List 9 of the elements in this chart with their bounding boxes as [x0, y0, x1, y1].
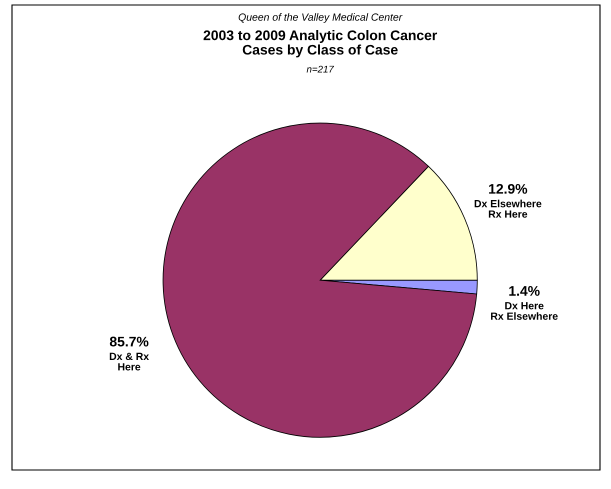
- chart-subtitle: Queen of the Valley Medical Center: [238, 13, 403, 23]
- data-label: 1.4%: [509, 286, 540, 296]
- data-label: 85.7%: [110, 336, 148, 347]
- data-label: 12.9%: [489, 184, 528, 194]
- text: n=217: [306, 66, 334, 73]
- chart-title: 2003 to 2009 Analytic Colon Cancer Cases by Class of Case: [204, 30, 438, 58]
- slice-label: Dx Here Rx Elsewhere: [491, 302, 558, 320]
- slice-label: Dx Elsewhere Rx Here: [474, 200, 542, 218]
- slice-label: Dx & Rx Here: [110, 352, 149, 371]
